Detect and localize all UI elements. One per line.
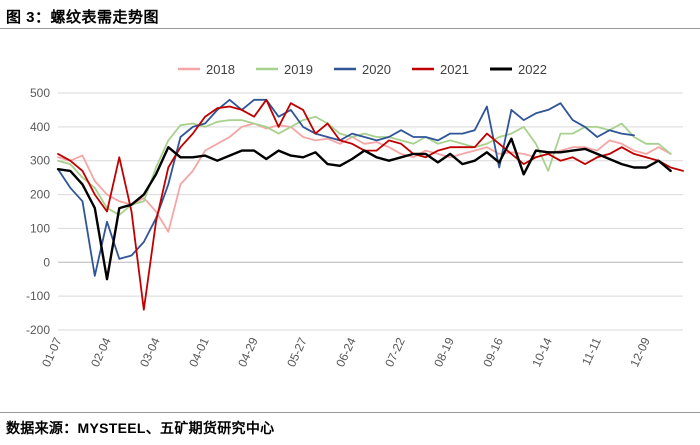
x-tick-label: 08-19 [431,335,457,369]
x-tick-label: 04-29 [235,335,261,369]
legend-label-2018: 2018 [206,62,235,77]
series-line-2022 [56,137,672,281]
top-divider [0,28,700,29]
legend-label-2021: 2021 [440,62,469,77]
y-tick-label: 500 [30,86,50,100]
legend-label-2022: 2022 [518,62,547,77]
legend-label-2019: 2019 [284,62,313,77]
legend: 2018 2019 2020 2021 2022 [178,62,547,77]
series-line-2021 [57,98,684,311]
x-tick-label: 10-14 [529,335,555,369]
y-tick-label: 100 [30,221,50,235]
bottom-divider [0,412,700,413]
x-tick-label: 04-01 [186,335,212,369]
x-tick-label: 02-04 [88,335,114,369]
y-tick-label: 0 [43,255,50,269]
series-line-2018 [57,122,672,233]
y-tick-label: 300 [30,154,50,168]
y-tick-label: -100 [26,289,50,303]
y-tick-label: 200 [30,188,50,202]
series-line-2019 [57,115,672,216]
x-tick-label: 11-11 [579,335,604,367]
y-tick-label: 400 [30,120,50,134]
chart-title: 图 3：螺纹表需走势图 [6,9,160,26]
grid-lines [58,92,683,331]
x-tick-label: 01-07 [39,335,65,369]
x-tick-label: 09-16 [480,335,506,369]
legend-label-2020: 2020 [362,62,391,77]
x-tick-label: 06-24 [333,335,359,369]
y-tick-label: -200 [26,323,50,337]
series-line-2020 [57,98,635,277]
series-lines [56,98,684,311]
source-note: 数据来源：MYSTEEL、五矿期货研究中心 [6,420,275,436]
x-tick-label: 07-22 [382,335,408,369]
x-tick-label: 05-27 [284,335,310,369]
x-tick-label: 03-04 [137,335,163,369]
x-tick-label: 12-09 [627,335,653,369]
